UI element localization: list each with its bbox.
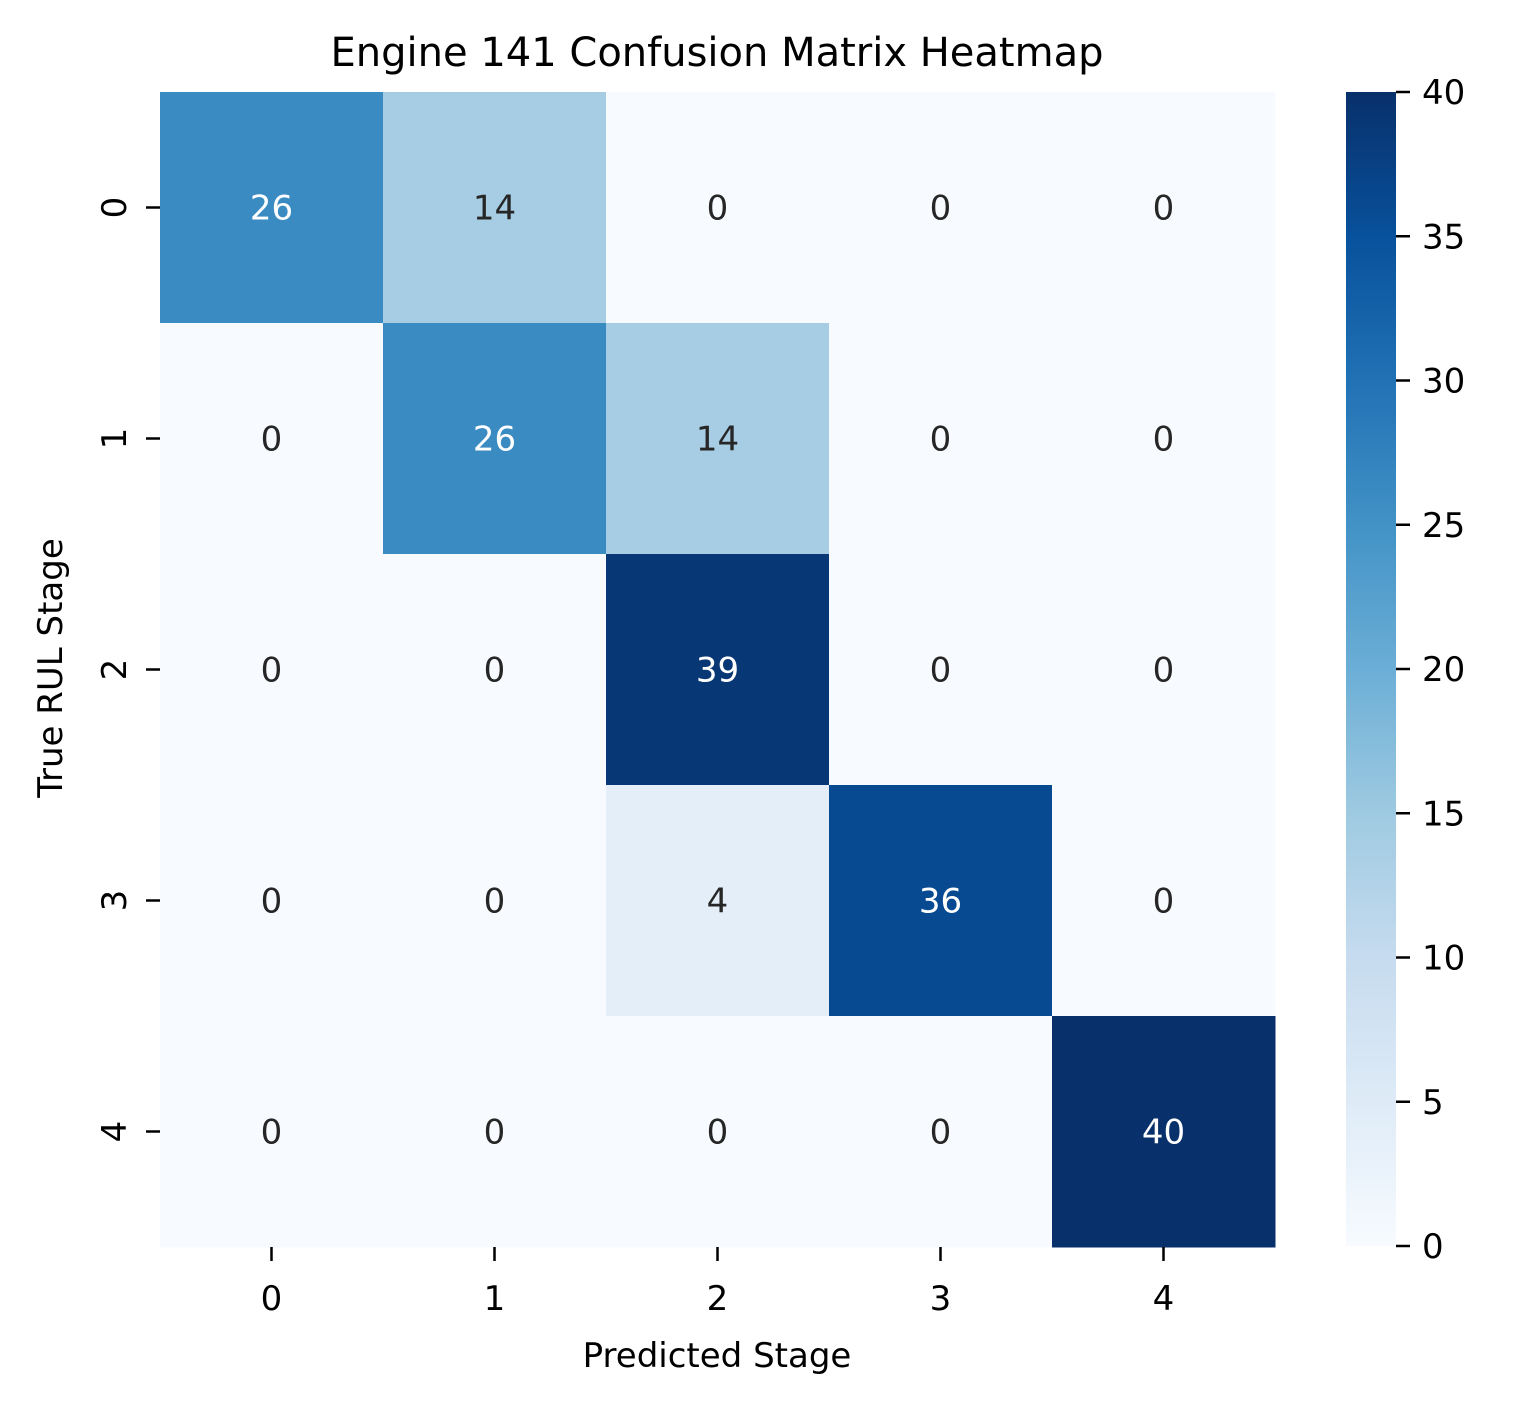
colorbar-tick-label: 40 — [1422, 73, 1465, 113]
heatmap-cell — [829, 554, 1053, 786]
heatmap-cell — [606, 1016, 830, 1248]
heatmap-cell — [829, 92, 1053, 324]
heatmap-cell — [383, 92, 607, 324]
heatmap-cell — [160, 92, 384, 324]
colorbar-tick-label: 30 — [1422, 362, 1465, 402]
heatmap-cell — [1052, 92, 1276, 324]
cell-value-label: 0 — [707, 1113, 729, 1153]
heatmap-cell — [160, 1016, 384, 1248]
cell-value-label: 0 — [1153, 189, 1175, 229]
cell-value-label: 14 — [696, 420, 739, 460]
cell-value-label: 4 — [707, 882, 729, 922]
y-tick-label: 4 — [95, 1121, 135, 1143]
cell-value-label: 0 — [261, 651, 283, 691]
heatmap-cell-labels: 26 14 0 0 0 0 26 14 0 0 0 0 39 0 0 0 0 4 36 0 0 0 0 0 40 — [250, 189, 1185, 1153]
x-tick-label: 4 — [1153, 1279, 1175, 1319]
cell-value-label: 0 — [1153, 420, 1175, 460]
heatmap-cell — [160, 323, 384, 555]
colorbar-tick-label: 10 — [1422, 939, 1465, 979]
cell-value-label: 40 — [1142, 1113, 1185, 1153]
heatmap-cell — [606, 554, 830, 786]
y-tick-label: 1 — [95, 428, 135, 450]
x-axis-label: Predicted Stage — [583, 1336, 852, 1376]
x-tick-label: 1 — [484, 1279, 506, 1319]
heatmap-cell — [1052, 323, 1276, 555]
cell-value-label: 0 — [261, 1113, 283, 1153]
x-tick-label: 2 — [707, 1279, 729, 1319]
cell-value-label: 0 — [930, 1113, 952, 1153]
heatmap-cell — [160, 785, 384, 1017]
cell-value-label: 0 — [930, 651, 952, 691]
heatmap-cell — [1052, 554, 1276, 786]
heatmap-cell — [829, 323, 1053, 555]
heatmap-cell — [383, 1016, 607, 1248]
heatmap-cell — [606, 92, 830, 324]
heatmap-cell — [829, 785, 1053, 1017]
heatmap-cell — [606, 323, 830, 555]
heatmap-cell — [829, 1016, 1053, 1248]
heatmap-cell — [383, 785, 607, 1017]
colorbar — [1346, 92, 1396, 1246]
cell-value-label: 26 — [250, 189, 293, 229]
colorbar-tick-label: 20 — [1422, 650, 1465, 690]
heatmap-cell — [1052, 1016, 1276, 1248]
cell-value-label: 0 — [261, 882, 283, 922]
x-tick-label: 3 — [930, 1279, 952, 1319]
colorbar-tick-label: 35 — [1422, 217, 1465, 257]
heatmap-cell — [606, 785, 830, 1017]
cell-value-label: 0 — [261, 420, 283, 460]
colorbar-ticks: 0 5 10 15 20 25 30 35 40 — [1396, 73, 1465, 1267]
cell-value-label: 0 — [707, 189, 729, 229]
y-tick-label: 2 — [95, 659, 135, 681]
y-tick-label: 3 — [95, 890, 135, 912]
cell-value-label: 0 — [484, 651, 506, 691]
colorbar-tick-label: 0 — [1422, 1227, 1444, 1267]
y-axis-ticks: 0 1 2 3 4 — [95, 197, 160, 1143]
cell-value-label: 0 — [930, 189, 952, 229]
cell-value-label: 0 — [1153, 882, 1175, 922]
cell-value-label: 26 — [473, 420, 516, 460]
heatmap-cell — [1052, 785, 1276, 1017]
colorbar-tick-label: 25 — [1422, 506, 1465, 546]
cell-value-label: 36 — [919, 882, 962, 922]
heatmap-cell — [383, 323, 607, 555]
heatmap-cell — [160, 554, 384, 786]
x-tick-label: 0 — [261, 1279, 283, 1319]
chart-title: Engine 141 Confusion Matrix Heatmap — [331, 30, 1104, 76]
cell-value-label: 0 — [930, 420, 952, 460]
cell-value-label: 0 — [484, 1113, 506, 1153]
y-axis-label: True RUL Stage — [31, 538, 71, 799]
cell-value-label: 39 — [696, 651, 739, 691]
heatmap-cells — [160, 92, 1276, 1248]
cell-value-label: 0 — [1153, 651, 1175, 691]
y-tick-label: 0 — [95, 197, 135, 219]
x-axis-ticks: 0 1 2 3 4 — [261, 1247, 1175, 1319]
cell-value-label: 14 — [473, 189, 516, 229]
heatmap-cell — [383, 554, 607, 786]
cell-value-label: 0 — [484, 882, 506, 922]
colorbar-tick-label: 5 — [1422, 1083, 1444, 1123]
colorbar-tick-label: 15 — [1422, 794, 1465, 834]
